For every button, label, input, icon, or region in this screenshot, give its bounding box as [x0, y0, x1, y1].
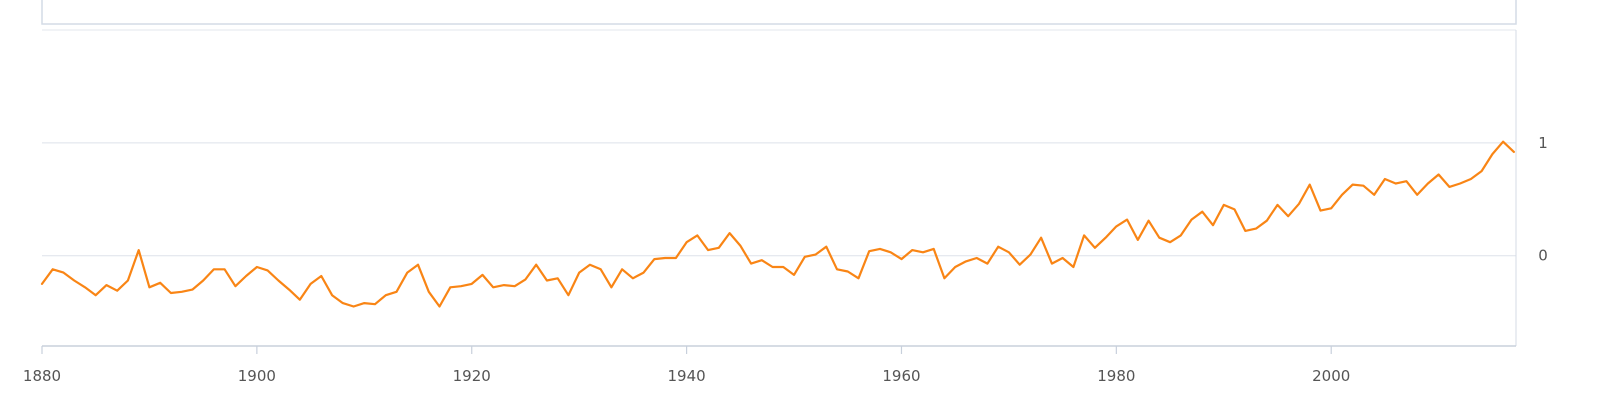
x-tick-label: 1960	[882, 367, 920, 385]
x-tick-label: 1900	[238, 367, 276, 385]
y-tick-label: 0	[1538, 247, 1548, 265]
x-tick-label: 1940	[668, 367, 706, 385]
top-panel-frame	[41, 0, 1517, 25]
y-tick-label: 1	[1538, 134, 1548, 152]
x-tick-label: 1980	[1097, 367, 1135, 385]
x-tick-label: 2000	[1312, 367, 1350, 385]
temperature-anomaly-line	[40, 140, 1515, 308]
x-tick-label: 1920	[453, 367, 491, 385]
x-tick-label: 1880	[23, 367, 61, 385]
